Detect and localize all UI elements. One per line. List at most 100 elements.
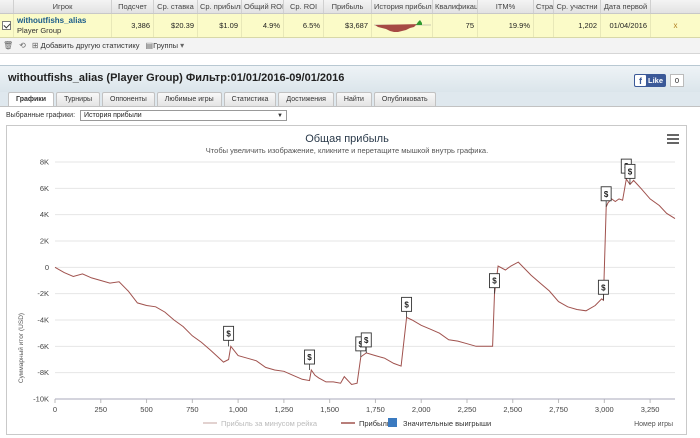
cell-count: 3,386 xyxy=(112,14,154,37)
add-icon: ⊞ xyxy=(31,41,39,50)
panel-header: withoutfishs_alias (Player Group) Фильтр… xyxy=(0,66,700,92)
big-win-box xyxy=(304,349,315,365)
groups-button[interactable]: ▤Группы ▾ xyxy=(146,41,185,50)
header-first-date[interactable]: Дата первой xyxy=(601,0,651,13)
big-win-flag: $ xyxy=(223,325,235,347)
chart-svg: Общая прибыль Чтобы увеличить изображени… xyxy=(17,133,676,428)
profit-chart[interactable]: Общая прибыль Чтобы увеличить изображени… xyxy=(6,125,687,435)
tab-achievements[interactable]: Достижения xyxy=(278,92,334,106)
x-tick-labels: 0 250 500 750 1,000 1,250 1,500 1,750 2,000 2,250… xyxy=(53,405,660,414)
legend-label: Прибыль xyxy=(359,419,391,428)
big-win-box xyxy=(223,325,235,341)
cell-avg-entrants: 1,202 xyxy=(554,14,601,37)
y-axis-label: Суммарный итог (USD) xyxy=(17,313,25,383)
big-win-flag: $ xyxy=(624,163,636,185)
chart-title: Общая прибыль xyxy=(305,133,389,145)
big-win-box xyxy=(597,279,609,295)
table-toolbar: 🗑 ⟲ ⊞ Добавить другую статистику ▤Группы… xyxy=(0,38,700,54)
facebook-like-button[interactable]: f Like xyxy=(634,74,666,87)
tab-favorite-games[interactable]: Любимые игры xyxy=(156,92,222,106)
facebook-like-label: Like xyxy=(648,76,664,85)
cell-itm: 19.9% xyxy=(478,14,534,37)
y-tick-label: -6K xyxy=(37,342,49,351)
header-avg-entrants[interactable]: Ср. участни xyxy=(554,0,601,13)
tab-charts[interactable]: Графики xyxy=(8,92,55,106)
y-tick-label: -10K xyxy=(33,395,49,404)
tab-opponents[interactable]: Оппоненты xyxy=(102,92,155,106)
panel-title: withoutfishs_alias (Player Group) Фильтр… xyxy=(8,72,345,84)
chart-select-label: Выбранные графики: xyxy=(6,112,76,119)
y-tick-label: 4K xyxy=(40,210,49,219)
y-tick-label: -4K xyxy=(37,316,49,325)
cell-profit: $3,687 xyxy=(324,14,372,37)
big-win-flag: $ xyxy=(600,186,612,207)
legend-swatch xyxy=(388,418,397,427)
big-win-flag: $ xyxy=(304,349,315,371)
big-win-label: $ xyxy=(604,190,609,199)
facebook-like-count: 0 xyxy=(670,74,684,87)
chart-select[interactable]: История прибыли ▼ xyxy=(80,110,287,121)
header-player[interactable]: Игрок xyxy=(14,0,112,13)
chevron-down-icon: ▾ xyxy=(180,41,185,50)
big-win-flag: $ xyxy=(489,273,500,294)
chart-select-value: История прибыли xyxy=(84,112,142,119)
big-win-box xyxy=(360,332,372,348)
tab-publish[interactable]: Опубликовать xyxy=(373,92,436,106)
row-checkbox[interactable] xyxy=(0,14,14,37)
y-tick-label: 2K xyxy=(40,237,49,246)
facebook-icon: f xyxy=(635,75,646,86)
groups-icon: ▤ xyxy=(145,41,154,50)
big-win-box xyxy=(624,163,636,179)
y-tick-label: 8K xyxy=(40,158,49,167)
add-stat-button[interactable]: ⊞ Добавить другую статистику xyxy=(32,41,140,50)
close-icon[interactable]: x xyxy=(673,21,678,30)
dropdown-arrow-icon: ▼ xyxy=(277,113,283,119)
x-tick-label: 1,250 xyxy=(274,405,293,414)
x-tick-label: 750 xyxy=(186,405,199,414)
big-win-label: $ xyxy=(601,283,606,292)
x-tick-label: 250 xyxy=(95,405,108,414)
tab-statistics[interactable]: Статистика xyxy=(223,92,277,106)
x-tick-label: 1,750 xyxy=(366,405,385,414)
header-profit[interactable]: Прибыль xyxy=(324,0,372,13)
header-profit-history[interactable]: История прибыли xyxy=(374,0,433,13)
refresh-icon[interactable]: ⟲ xyxy=(19,41,26,50)
legend-label: Прибыль за минусом рейка xyxy=(221,419,318,428)
big-win-box xyxy=(489,273,500,289)
x-tick-label: 1,500 xyxy=(320,405,339,414)
x-tick-label: 0 xyxy=(53,405,57,414)
header-count[interactable]: Подсчет xyxy=(112,0,154,13)
header-avg-profit[interactable]: Ср. прибыль xyxy=(200,0,242,13)
x-tick-label: 500 xyxy=(140,405,153,414)
table-row[interactable]: withoutfishs_alias Player Group 3,386 $2… xyxy=(0,14,700,38)
header-select xyxy=(0,0,14,13)
big-win-flag: $ xyxy=(360,332,372,353)
y-tick-label: 0 xyxy=(45,263,49,272)
tab-tournaments[interactable]: Турниры xyxy=(56,92,101,106)
player-panel: withoutfishs_alias (Player Group) Фильтр… xyxy=(0,65,700,438)
big-win-label: $ xyxy=(364,336,369,345)
header-total-roi[interactable]: Общий ROI xyxy=(244,0,284,13)
tab-find[interactable]: Найти xyxy=(335,92,372,106)
big-win-label: $ xyxy=(492,277,497,286)
header-itm[interactable]: ITM% xyxy=(478,0,534,13)
legend-label: Значительные выигрыши xyxy=(403,419,491,428)
cell-avg-roi: 6.5% xyxy=(284,14,324,37)
trash-icon[interactable]: 🗑 xyxy=(3,41,14,50)
remove-row[interactable]: x xyxy=(651,14,700,37)
x-tick-label: 1,000 xyxy=(229,405,248,414)
player-name-link[interactable]: withoutfishs_alias xyxy=(17,16,87,25)
header-extra xyxy=(651,0,700,13)
x-tick-label: 3,250 xyxy=(641,405,660,414)
big-win-flag: $ xyxy=(597,279,609,301)
chart-subtitle: Чтобы увеличить изображение, кликните и … xyxy=(206,146,488,155)
chart-series xyxy=(54,177,676,386)
cell-stra xyxy=(534,14,554,37)
x-tick-label: 2,500 xyxy=(503,405,522,414)
header-avg-roi[interactable]: Ср. ROI xyxy=(284,0,324,13)
chart-menu-icon[interactable] xyxy=(667,134,679,144)
header-avg-stake[interactable]: Ср. ставка xyxy=(154,0,198,13)
header-qualif[interactable]: Квалификац xyxy=(435,0,478,13)
header-stra[interactable]: Стра xyxy=(536,0,554,13)
stats-table: Игрок Подсчет Ср. ставка Ср. прибыль Общ… xyxy=(0,0,700,54)
